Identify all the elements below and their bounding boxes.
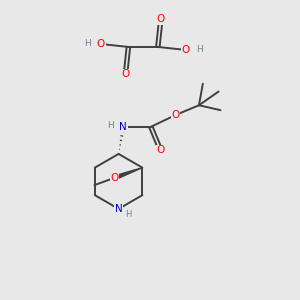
Text: H: H <box>84 40 91 49</box>
Text: N: N <box>115 204 122 214</box>
Text: H: H <box>196 45 202 54</box>
Text: O: O <box>157 14 165 25</box>
Text: O: O <box>121 69 130 80</box>
Text: O: O <box>181 45 190 55</box>
Text: O: O <box>111 173 119 183</box>
Text: O: O <box>157 146 165 155</box>
Text: O: O <box>97 39 105 49</box>
Text: H: H <box>107 122 114 130</box>
Text: H: H <box>125 210 131 219</box>
Text: N: N <box>119 122 127 132</box>
Polygon shape <box>114 168 142 180</box>
Text: O: O <box>171 110 179 120</box>
